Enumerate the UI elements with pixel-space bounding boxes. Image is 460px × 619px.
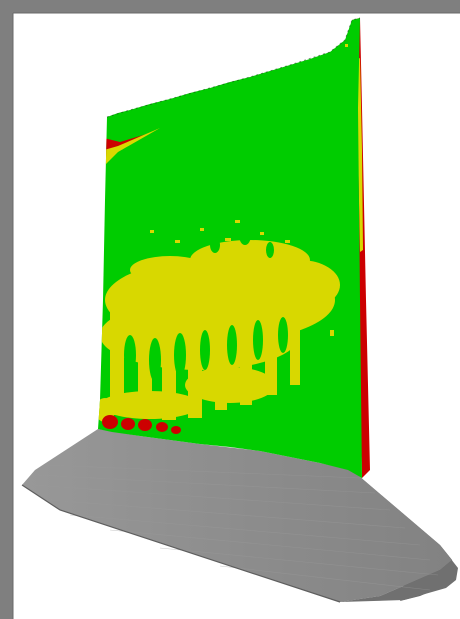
wall-front-face [98, 18, 362, 478]
base-striations [31, 464, 439, 591]
contour-yellow-streak [104, 128, 160, 166]
base-top-face [22, 429, 452, 602]
frame-left-border [0, 0, 13, 619]
base-left-edge [21, 484, 341, 603]
frame-top-border [0, 0, 460, 13]
base-bevel [340, 545, 458, 602]
contour-yellow-specks [140, 44, 348, 458]
contour-green-gaps [124, 225, 288, 382]
wall-base [21, 429, 458, 603]
